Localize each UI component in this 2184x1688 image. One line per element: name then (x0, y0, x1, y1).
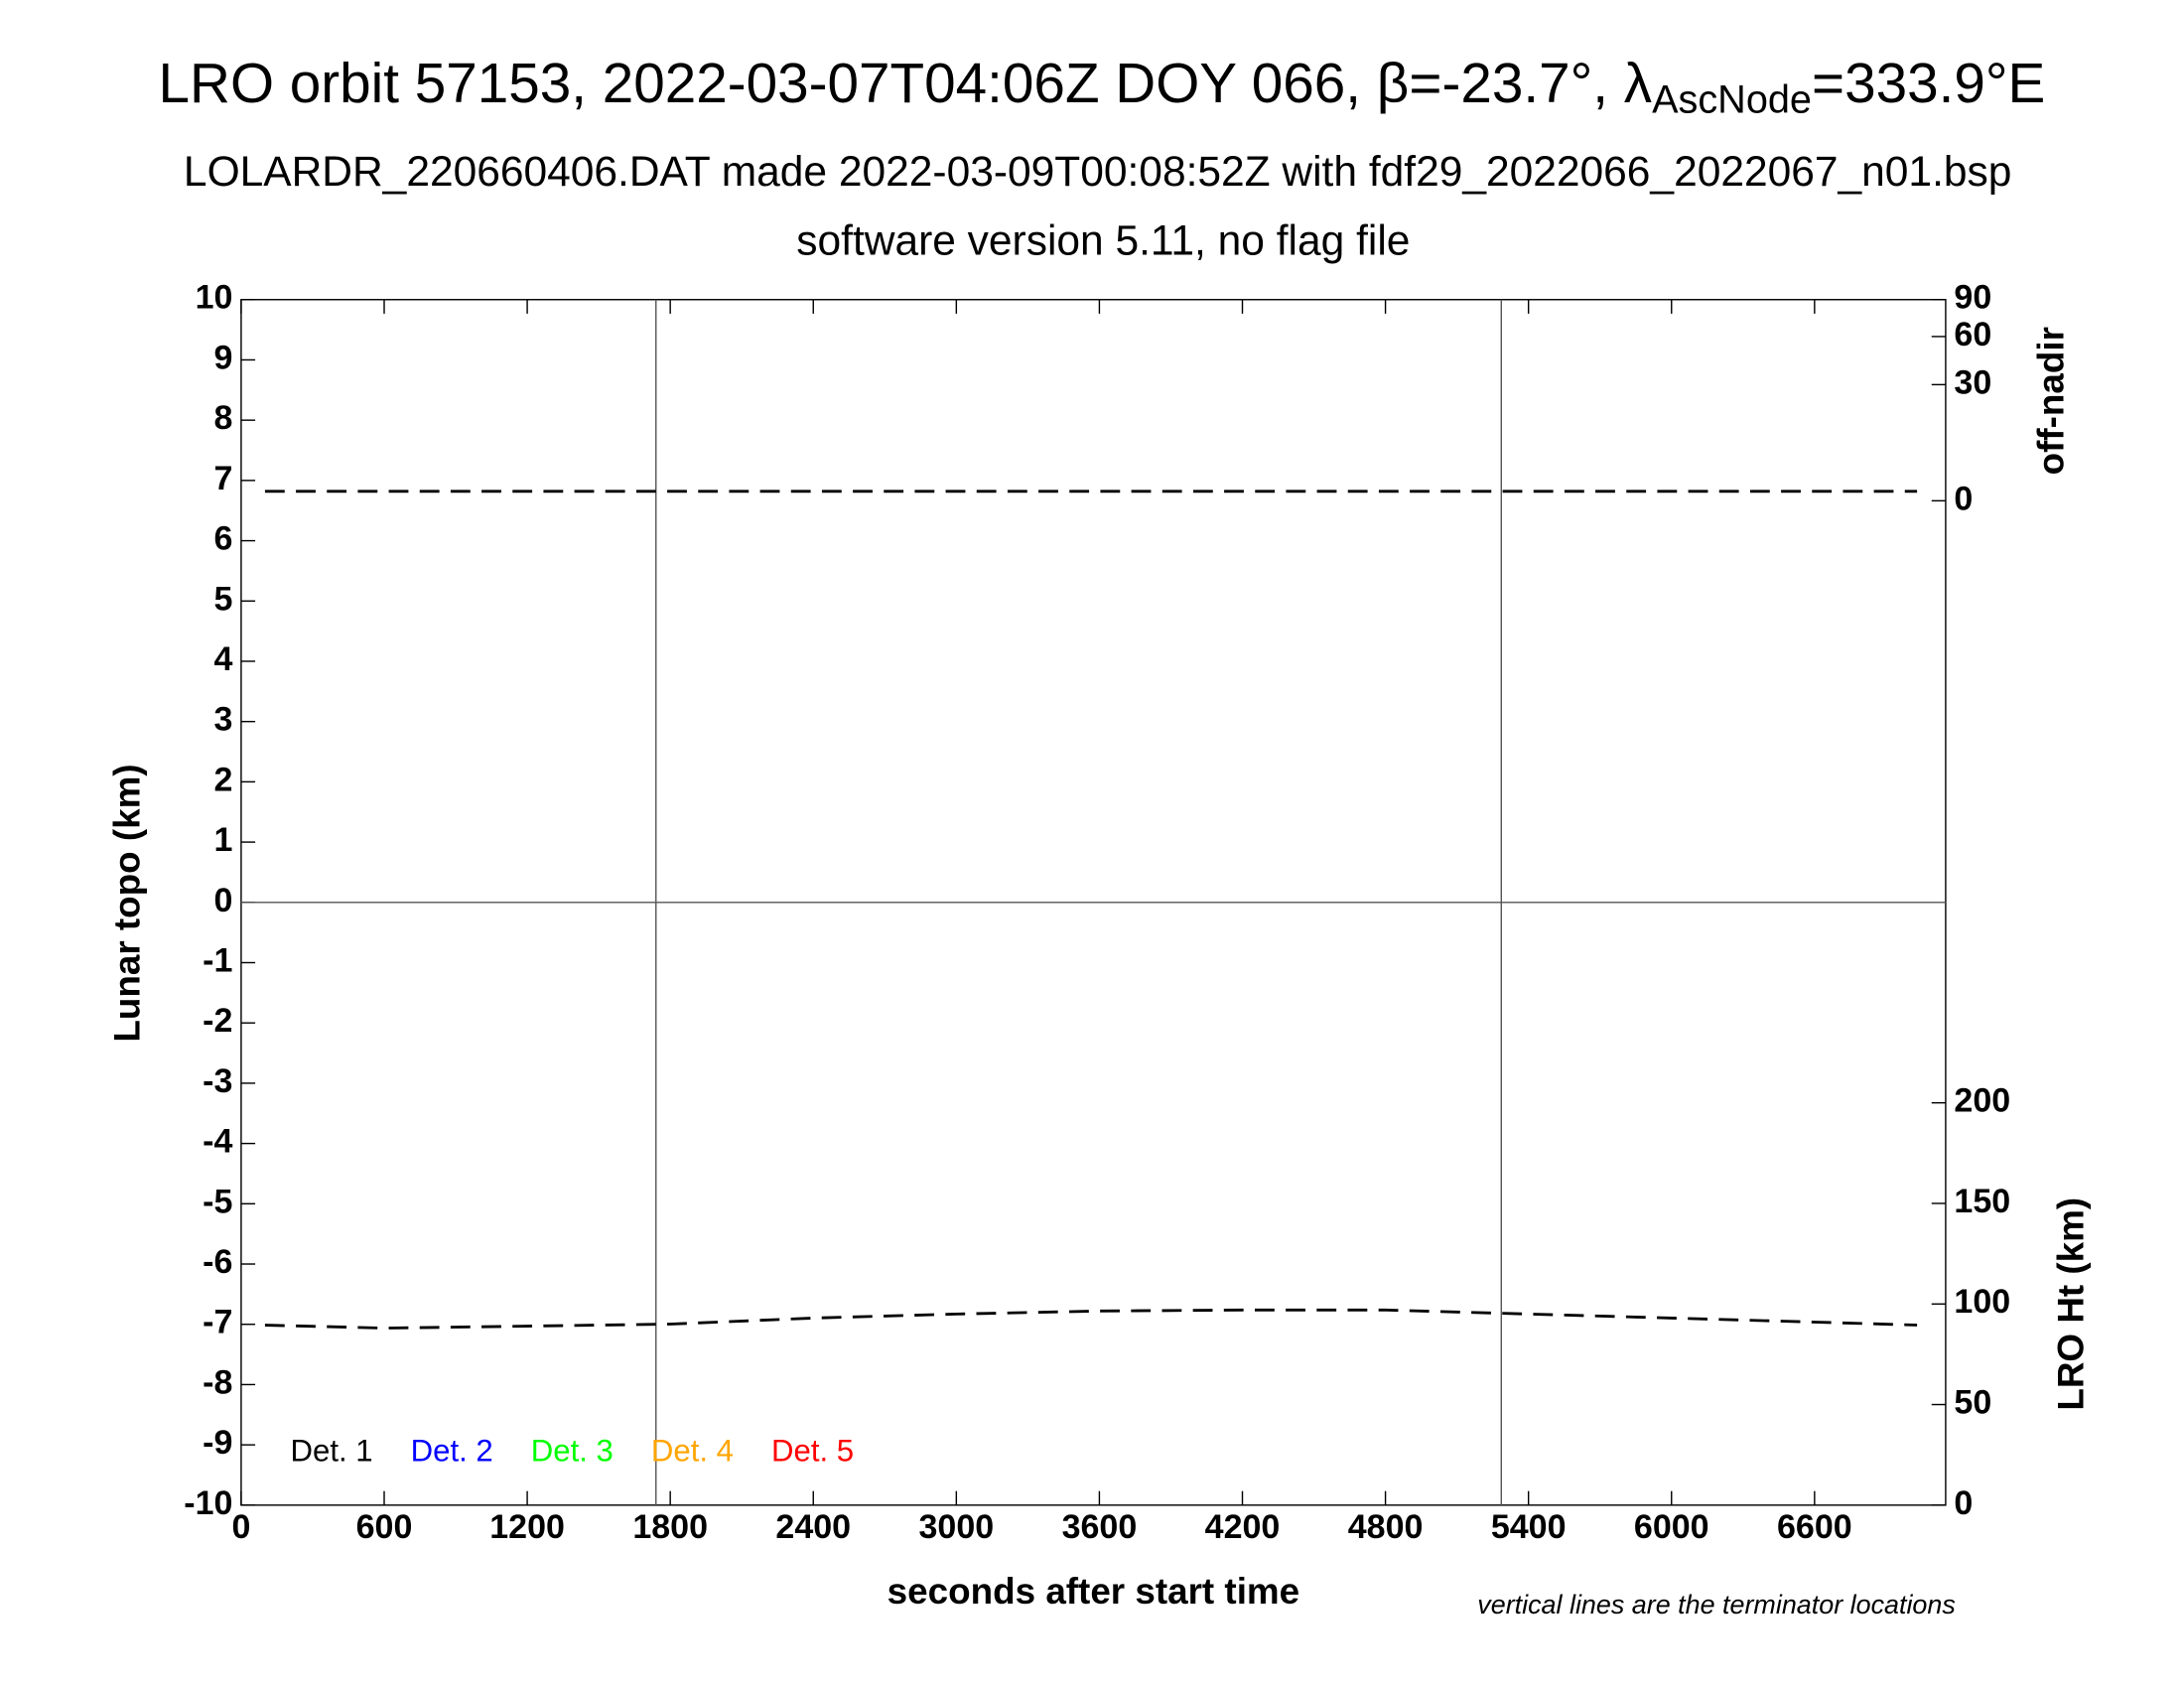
series-line (264, 1308, 1918, 1330)
x-tick-label: 1800 (632, 1508, 708, 1546)
y-tick-label: -2 (203, 1002, 232, 1040)
y-tick-label: -5 (203, 1183, 232, 1220)
x-tick-label: 5400 (1491, 1508, 1567, 1546)
chart-title: LRO orbit 57153, 2022-03-07T04:06Z DOY 0… (159, 53, 2046, 122)
legend-entry: Det. 1 (290, 1434, 372, 1469)
title-end: =333.9°E (1812, 53, 2045, 115)
y3-tick-label: 150 (1954, 1183, 2010, 1220)
y-tick-label: 5 (213, 580, 232, 618)
x-tick-label: 4800 (1348, 1508, 1424, 1546)
y-tick-label: -1 (203, 941, 232, 979)
x-axis-label: seconds after start time (887, 1571, 1300, 1612)
subtitle: software version 5.11, no flag file (796, 217, 1410, 264)
subtitle: LOLARDR_220660406.DAT made 2022-03-09T00… (184, 149, 2011, 196)
y-tick-label: 9 (213, 339, 232, 376)
y2-tick-label: 60 (1954, 316, 1991, 353)
x-tick-label: 6600 (1777, 1508, 1852, 1546)
y2-axis-label: off-nadir (2031, 327, 2072, 475)
y2-tick-label: 30 (1954, 363, 1991, 401)
x-tick-label: 3000 (919, 1508, 995, 1546)
y-tick-label: 7 (213, 460, 232, 497)
legend-entry: Det. 3 (531, 1434, 614, 1469)
x-tick-label: 3600 (1062, 1508, 1138, 1546)
x-tick-label: 1200 (489, 1508, 565, 1546)
y2-tick-label: 90 (1954, 279, 1991, 317)
y-tick-label: -6 (203, 1243, 232, 1281)
x-tick-label: 0 (231, 1508, 250, 1546)
x-tick-label: 4200 (1205, 1508, 1281, 1546)
y3-tick-label: 100 (1954, 1283, 2010, 1321)
note: vertical lines are the terminator locati… (1477, 1590, 1956, 1619)
title-sub: AscNode (1652, 78, 1812, 122)
y3-axis-label: LRO Ht (km) (2051, 1197, 2092, 1411)
y3-tick-label: 200 (1954, 1082, 2010, 1120)
y-tick-label: -4 (203, 1123, 232, 1161)
y-tick-label: 6 (213, 520, 232, 558)
y2-tick-label: 0 (1954, 480, 1973, 517)
legend-entry: Det. 4 (651, 1434, 734, 1469)
y-tick-label: 0 (213, 882, 232, 919)
y-tick-label: -10 (184, 1484, 232, 1522)
y-tick-label: 4 (213, 640, 232, 678)
y-tick-label: -8 (203, 1363, 232, 1401)
y3-tick-label: 50 (1954, 1384, 1991, 1422)
y-tick-label: 2 (213, 761, 232, 798)
y-axis-label: Lunar topo (km) (107, 764, 148, 1042)
x-tick-label: 2400 (775, 1508, 851, 1546)
y-tick-label: 1 (213, 821, 232, 859)
legend-entry: Det. 5 (771, 1434, 854, 1469)
x-tick-label: 600 (356, 1508, 413, 1546)
y-tick-label: -3 (203, 1062, 232, 1100)
y-tick-label: -7 (203, 1304, 232, 1341)
y-tick-label: -9 (203, 1424, 232, 1462)
title-main: LRO orbit 57153, 2022-03-07T04:06Z DOY 0… (159, 53, 1653, 115)
y-tick-label: 3 (213, 701, 232, 739)
y-tick-label: 10 (196, 279, 233, 317)
y3-tick-label: 0 (1954, 1484, 1973, 1522)
x-tick-label: 6000 (1634, 1508, 1709, 1546)
y-tick-label: 8 (213, 399, 232, 437)
legend-entry: Det. 2 (411, 1434, 493, 1469)
